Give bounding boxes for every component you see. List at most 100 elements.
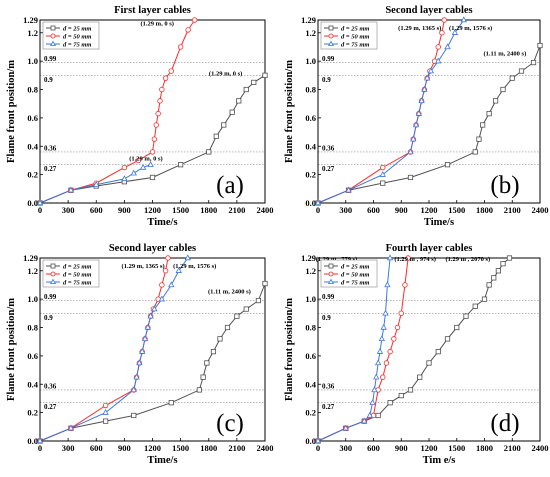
data-point: [149, 149, 156, 155]
y-tick-label: 0.0: [27, 436, 38, 446]
x-tick-label: 0: [38, 205, 42, 215]
data-point: [407, 148, 414, 155]
legend-label: d = 50 mm: [341, 33, 369, 40]
panel-label: (d): [490, 410, 519, 437]
data-point: [93, 180, 100, 187]
legend-marker: [50, 25, 56, 31]
data-point: [382, 309, 389, 316]
reference-label: 0.27: [322, 165, 335, 173]
data-point: [184, 254, 191, 261]
y-tick-label: 0.2: [27, 170, 38, 180]
reference-label: 0.9: [44, 76, 53, 84]
legend-label: d = 75 mm: [341, 279, 369, 286]
reference-label: 0.9: [322, 314, 331, 322]
panel-a: First layer cables 0.99 0.9 0.36 0.27 0 300 600…: [6, 5, 274, 228]
data-point: [380, 164, 386, 171]
data-point: [159, 86, 165, 93]
data-point: [158, 295, 166, 302]
data-point: [168, 400, 174, 406]
data-point: [147, 161, 154, 167]
x-tick-label: 1200: [421, 443, 438, 453]
data-point: [133, 373, 140, 380]
x-tick-label: 900: [395, 205, 408, 215]
annotation: (1.29 m , 2070 s): [445, 256, 490, 263]
x-tick-label: 2400: [257, 443, 274, 453]
legend: d = 25 mmd = 50 mmd = 75 mm: [42, 259, 100, 288]
series: [37, 17, 198, 206]
data-point: [500, 86, 506, 93]
data-point: [427, 67, 435, 74]
reference-label: 0.99: [322, 293, 335, 301]
data-point: [141, 335, 149, 342]
data-point: [177, 44, 184, 50]
y-tick-label: 0.8: [27, 85, 38, 95]
data-point: [394, 324, 401, 331]
data-point: [480, 122, 486, 128]
data-point: [380, 180, 386, 186]
y-tick-label: 1.2: [305, 266, 316, 276]
reference-label: 0.36: [44, 382, 57, 390]
data-point: [155, 110, 161, 117]
panel-label: (b): [490, 172, 519, 199]
data-point: [262, 72, 268, 78]
y-tick-label: 0.0: [27, 198, 38, 208]
reference-label: 0.9: [44, 314, 53, 322]
data-point: [444, 336, 451, 342]
annotation: (1.29 m, 0 s): [129, 155, 162, 162]
data-point: [441, 17, 447, 23]
x-tick-label: 2400: [532, 205, 549, 215]
data-point: [151, 305, 158, 312]
data-point: [495, 268, 501, 274]
x-tick-label: 0: [316, 443, 320, 453]
x-tick-label: 300: [339, 205, 352, 215]
data-point: [373, 373, 380, 380]
data-point: [236, 98, 242, 104]
x-axis-label: Time/s: [147, 217, 177, 228]
data-point: [136, 359, 143, 366]
x-axis-label: Tim e/s: [423, 455, 456, 466]
x-tick-label: 900: [118, 443, 131, 453]
data-point: [139, 163, 147, 170]
x-tick-label: 900: [395, 443, 408, 453]
y-tick-label: 0.2: [27, 408, 38, 418]
legend-marker: [50, 278, 56, 285]
data-point: [383, 360, 390, 366]
legend-label: d = 75 mm: [63, 41, 91, 48]
reference-label: 0.99: [44, 55, 57, 63]
data-point: [500, 261, 506, 267]
data-point: [384, 281, 391, 288]
legend: d = 25 mmd = 50 mmd = 75 mm: [320, 259, 378, 288]
data-point: [435, 57, 442, 64]
x-tick-label: 2400: [532, 443, 549, 453]
data-point: [196, 387, 202, 393]
y-tick-label: 0.6: [27, 113, 38, 123]
y-tick-label: 0.4: [305, 379, 316, 389]
data-point: [131, 412, 137, 419]
x-tick-label: 1500: [448, 205, 465, 215]
annotation: (1.11 m, 2400 s): [483, 50, 526, 57]
y-tick-label: 1.0: [305, 294, 316, 304]
data-point: [130, 169, 137, 176]
panel-d: Fourth layer cables 0.99 0.9 0.36 0.27 0 300 60…: [284, 243, 549, 466]
legend: d = 25 mmd = 50 mmd = 75 mm: [320, 21, 378, 50]
x-tick-label: 1800: [200, 443, 217, 453]
y-tick-label: 1.2: [305, 28, 316, 38]
legend-marker: [328, 33, 334, 39]
data-point: [492, 98, 499, 104]
data-point: [537, 42, 543, 49]
x-tick-label: 0: [38, 443, 42, 453]
data-point: [386, 254, 394, 261]
legend-label: d = 25 mm: [63, 25, 91, 32]
data-point: [417, 374, 423, 380]
data-point: [423, 74, 431, 81]
data-point: [121, 164, 128, 171]
legend-marker: [50, 33, 56, 39]
data-point: [481, 296, 488, 302]
series-line: [39, 19, 196, 204]
annotation: (1.11 m, 2400 s): [208, 288, 251, 295]
data-point: [243, 86, 249, 93]
y-tick-label: 1.29: [23, 15, 38, 25]
data-point: [398, 393, 404, 399]
data-point: [407, 174, 414, 181]
